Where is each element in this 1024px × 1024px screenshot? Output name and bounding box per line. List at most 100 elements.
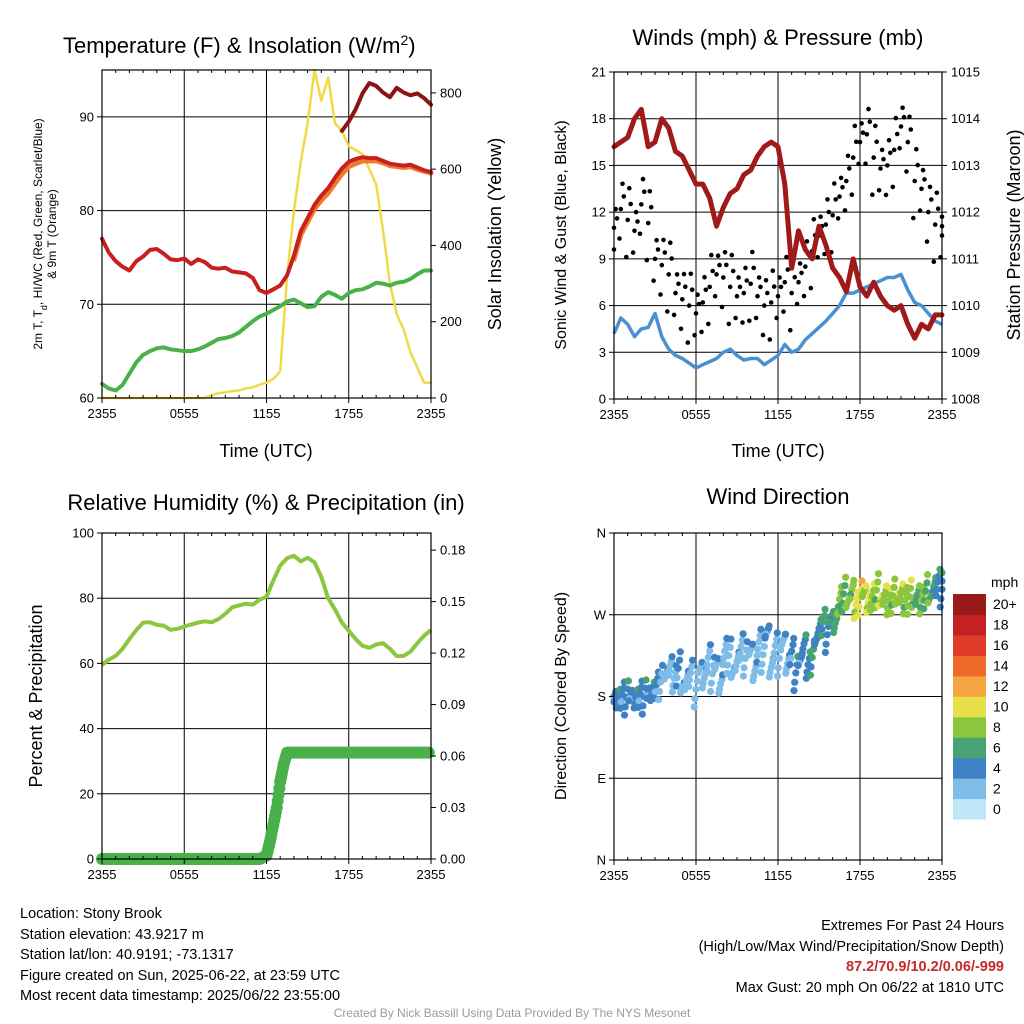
gust-point bbox=[917, 208, 923, 213]
direction-point bbox=[841, 582, 849, 590]
direction-point bbox=[807, 663, 815, 671]
gust-point bbox=[823, 222, 829, 227]
direction-point bbox=[905, 593, 913, 601]
gust-point bbox=[715, 253, 721, 258]
direction-point bbox=[638, 710, 646, 718]
x-tick-label: 1155 bbox=[764, 868, 792, 883]
y2-tick-label: 0.15 bbox=[440, 594, 465, 609]
gust-point bbox=[671, 312, 677, 318]
direction-point bbox=[727, 635, 735, 643]
direction-point bbox=[890, 583, 898, 592]
gust-point bbox=[710, 268, 715, 274]
y-tick-label: 80 bbox=[80, 203, 94, 218]
direction-point bbox=[819, 618, 827, 626]
ylabel-part: , HI/WC (Red, Green, Scarlet/Blue) bbox=[31, 118, 45, 305]
direction-point bbox=[655, 687, 664, 696]
gust-point bbox=[666, 272, 671, 277]
gust-point bbox=[706, 321, 711, 327]
gust-point bbox=[693, 311, 699, 316]
direction-point bbox=[698, 684, 707, 692]
direction-point bbox=[624, 677, 633, 685]
colorbar-label: 8 bbox=[993, 719, 1001, 735]
direction-point bbox=[703, 661, 711, 669]
direction-point bbox=[692, 685, 700, 693]
direction-point bbox=[907, 576, 915, 584]
gust-point bbox=[915, 162, 920, 168]
gust-point bbox=[799, 270, 804, 276]
humidity-panel-grid bbox=[101, 532, 432, 860]
direction-point bbox=[854, 611, 862, 619]
gust-point bbox=[803, 264, 808, 269]
gust-point bbox=[700, 300, 706, 305]
gust-point bbox=[782, 279, 788, 285]
gust-point bbox=[703, 287, 709, 293]
direction-point bbox=[842, 603, 850, 612]
direction-point bbox=[798, 649, 806, 658]
direction-point bbox=[790, 687, 798, 695]
gust-point bbox=[645, 220, 651, 226]
gust-point bbox=[852, 123, 858, 129]
gust-point bbox=[748, 281, 753, 287]
gust-point bbox=[696, 301, 702, 307]
station-info: Location: Stony Brook Station elevation:… bbox=[20, 904, 340, 1007]
gust-point bbox=[874, 139, 879, 145]
gust-point bbox=[647, 189, 653, 194]
gust-point bbox=[801, 293, 807, 299]
gust-point bbox=[635, 219, 640, 224]
gust-point bbox=[876, 188, 882, 193]
direction-point bbox=[714, 655, 723, 663]
x-tick-label: 1155 bbox=[764, 407, 792, 422]
gust-point bbox=[844, 178, 849, 184]
gust-point bbox=[717, 262, 722, 268]
gust-point bbox=[860, 130, 866, 135]
colorbar-label: 20+ bbox=[993, 596, 1017, 612]
pressure-line bbox=[611, 106, 945, 341]
gust-point bbox=[935, 206, 941, 211]
gust-point bbox=[617, 236, 622, 241]
direction-point bbox=[874, 578, 882, 586]
gust-point bbox=[830, 213, 835, 218]
gust-point bbox=[648, 204, 654, 210]
latlon-text: Station lat/lon: 40.9191; -73.1317 bbox=[20, 947, 234, 963]
direction-point bbox=[830, 628, 838, 637]
gust-point bbox=[628, 201, 633, 207]
gust-point bbox=[758, 284, 763, 290]
extremes-info: Extremes For Past 24 Hours (High/Low/Max… bbox=[699, 916, 1004, 998]
gust-point bbox=[737, 284, 743, 290]
direction-point bbox=[933, 585, 941, 593]
gust-point bbox=[796, 279, 801, 285]
gust-point bbox=[659, 262, 665, 268]
gust-point bbox=[794, 301, 800, 307]
direction-point bbox=[858, 593, 866, 601]
gust-point bbox=[661, 237, 666, 243]
gust-point bbox=[741, 290, 747, 296]
direction-point bbox=[755, 638, 763, 646]
colorbar-swatch bbox=[953, 716, 986, 738]
y-tick-label: 20 bbox=[80, 786, 94, 801]
direction-point bbox=[858, 577, 866, 585]
direction-point bbox=[769, 655, 778, 663]
direction-point bbox=[664, 671, 672, 679]
direction-point bbox=[761, 632, 769, 641]
gust-point bbox=[825, 197, 830, 202]
gust-point bbox=[797, 261, 803, 266]
gust-point bbox=[878, 166, 883, 171]
x-tick-label: 1155 bbox=[253, 406, 281, 421]
direction-point bbox=[757, 668, 765, 677]
direction-point bbox=[855, 603, 863, 611]
direction-title: Wind Direction bbox=[706, 484, 849, 509]
gust-point bbox=[642, 189, 647, 194]
temperature-ylabel: 2m T, Td, HI/WC (Red, Green, Scarlet/Blu… bbox=[31, 118, 49, 349]
direction-point bbox=[840, 590, 848, 598]
gust-point bbox=[655, 247, 661, 252]
gust-point bbox=[665, 309, 670, 314]
direction-point bbox=[668, 688, 677, 696]
direction-point bbox=[711, 665, 719, 673]
y-tick-label: 9 bbox=[599, 251, 606, 266]
gust-point bbox=[901, 114, 907, 120]
y-tick-label: N bbox=[597, 853, 606, 868]
direction-point bbox=[690, 703, 698, 711]
gust-point bbox=[919, 186, 924, 192]
gust-point bbox=[633, 209, 639, 215]
gust-point bbox=[734, 293, 740, 299]
